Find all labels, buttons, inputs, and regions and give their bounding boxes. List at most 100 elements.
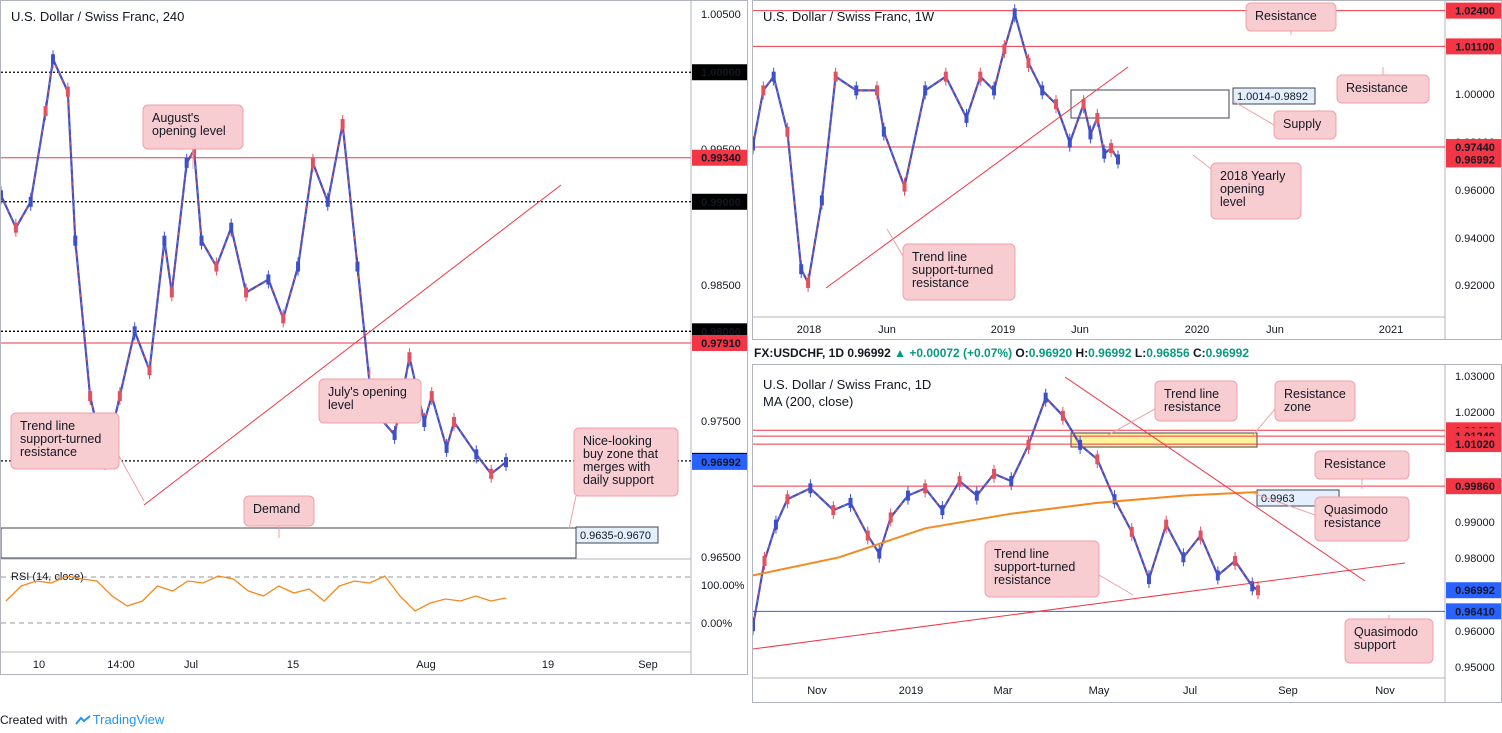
candle-body <box>429 391 434 402</box>
callout-box <box>243 495 315 527</box>
callout-text: Nice-looking <box>583 434 652 448</box>
candle-body <box>474 449 479 460</box>
x-tick-label: 2021 <box>1379 324 1403 336</box>
candle-body <box>325 196 330 207</box>
candle-body <box>1164 519 1169 530</box>
candle-body <box>785 126 790 137</box>
level-price-label: 1.00000 <box>701 67 741 79</box>
callout-text: resistance <box>1164 400 1221 414</box>
candle-body <box>147 365 152 376</box>
level-price-label: 0.99000 <box>701 197 741 209</box>
candle-body <box>771 71 776 82</box>
candle-body <box>1095 454 1100 465</box>
price-series-bearish-overlay <box>753 396 1259 627</box>
level-price-tag <box>692 334 747 351</box>
callout-pointer <box>568 495 577 530</box>
candle-body <box>281 313 286 324</box>
candle-body <box>773 519 778 530</box>
candle-body <box>65 86 70 97</box>
footer: Created with TradingView <box>0 712 164 727</box>
candle-body <box>1102 148 1107 159</box>
candle-body <box>214 261 219 272</box>
callout-text: buy zone that <box>583 447 659 461</box>
last-price: 0.96992 <box>847 346 891 360</box>
candle-body <box>902 181 907 192</box>
x-tick-label: Jun <box>1266 324 1284 336</box>
candle-body <box>1109 143 1114 154</box>
candle-body <box>392 429 397 440</box>
y-tick-label: 0.98500 <box>701 280 741 292</box>
callout-text: support-turned <box>20 432 101 446</box>
candle-body <box>1233 555 1238 566</box>
candle-body <box>13 222 18 233</box>
level-price-label: 0.96410 <box>1455 606 1495 618</box>
candle-body <box>199 235 204 246</box>
callout-pointer <box>118 455 145 502</box>
level-price-tag <box>1446 603 1501 620</box>
callout-box <box>1274 380 1356 422</box>
callout-text: zone <box>1284 400 1311 414</box>
x-tick-label: Sep <box>638 659 658 671</box>
y-tick-label: 1.00500 <box>701 9 741 21</box>
candle-body <box>1002 44 1007 55</box>
candle-body <box>117 391 122 402</box>
x-tick-label: 10 <box>33 659 45 671</box>
candle-body <box>1054 99 1059 110</box>
candle-body <box>184 157 189 168</box>
y-tick-label: 0.96000 <box>1455 185 1495 197</box>
callout-text: opening level <box>152 124 226 138</box>
candle-body <box>992 85 997 96</box>
candle-body <box>1095 112 1100 123</box>
candle-body <box>444 442 449 453</box>
chart-canvas-1d[interactable]: 1.03000 1.02000 0.99000 0.98000 0.96000 0.950… <box>753 365 1502 703</box>
level-price-label: 0.99860 <box>1455 481 1495 493</box>
callout-text: daily support <box>583 473 654 487</box>
x-tick-label: 2020 <box>1185 324 1209 336</box>
x-tick-label: 2018 <box>797 324 821 336</box>
callout-text: 2018 Yearly <box>1220 169 1286 183</box>
candle-body <box>504 457 508 468</box>
chart-panel-4h[interactable]: 1.005000.995000.985000.975000.965001014:… <box>0 0 748 675</box>
chart-canvas-4h[interactable]: 1.005000.995000.985000.975000.965001014:… <box>1 1 748 675</box>
callout-box <box>1336 74 1430 104</box>
chart-title-1w: U.S. Dollar / Swiss Franc, 1W <box>763 9 935 24</box>
level-price-tag <box>1446 478 1501 495</box>
callout-text: level <box>328 398 354 412</box>
candle-body <box>88 391 93 402</box>
chart-panel-1d[interactable]: 1.03000 1.02000 0.99000 0.98000 0.96000 0.950… <box>752 364 1502 703</box>
trend-line <box>143 184 562 506</box>
chart-panel-1w[interactable]: 1.020001.000000.980000.960000.940000.920… <box>752 0 1502 340</box>
price-series-line <box>753 9 1119 287</box>
level-price-label: 0.99340 <box>701 153 741 165</box>
open-label: O: <box>1015 346 1029 360</box>
level-price-label: 1.02400 <box>1455 6 1495 18</box>
level-price-tag <box>1446 436 1501 453</box>
symbol-label: FX:USDCHF, 1D <box>754 346 845 360</box>
callout-box <box>1314 496 1410 542</box>
callout-pointer <box>886 228 904 257</box>
close-label: C: <box>1192 346 1206 360</box>
chart-canvas-1w[interactable]: 1.020001.000000.980000.960000.940000.920… <box>753 1 1502 340</box>
candle-body <box>974 490 979 501</box>
x-tick-label: 19 <box>542 659 554 671</box>
zone-label-box <box>575 526 659 544</box>
callout-text: Resistance <box>1284 387 1346 401</box>
tradingview-link[interactable]: TradingView <box>92 712 165 727</box>
candle-body <box>1026 57 1031 68</box>
chart-title-1d: U.S. Dollar / Swiss Franc, 1D <box>763 377 932 392</box>
price-change: +0.00072 (+0.07%) <box>909 346 1013 360</box>
y-tick-label: 0.95000 <box>1455 662 1495 674</box>
candle-body <box>992 468 997 479</box>
candle-body <box>865 530 870 541</box>
candle-body <box>888 512 893 523</box>
rsi-label: RSI (14, close) <box>11 571 84 583</box>
callout-text: Resistance <box>1346 81 1408 95</box>
candle-body <box>761 85 766 96</box>
callout-box <box>1314 450 1410 480</box>
callout-text: Trend line <box>20 419 75 433</box>
level-price-label: 0.97440 <box>1455 142 1495 154</box>
up-arrow-icon: ▲ <box>894 346 906 360</box>
high-label: H: <box>1075 346 1089 360</box>
candle-body <box>1181 552 1186 563</box>
candle-body <box>192 144 197 155</box>
